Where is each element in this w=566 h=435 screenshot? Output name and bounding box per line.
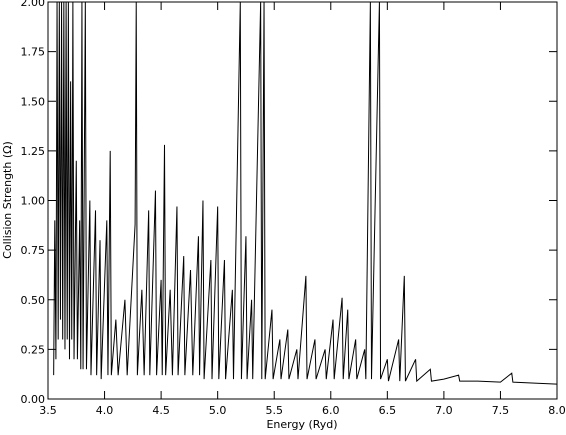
plot-frame xyxy=(47,1,558,400)
y-tick-label: 0.50 xyxy=(21,294,46,307)
y-tick-label: 2.00 xyxy=(21,0,46,9)
data-line xyxy=(53,2,557,385)
x-tick-label: 7.5 xyxy=(492,404,510,417)
x-tick-label: 4.5 xyxy=(152,404,170,417)
y-tick-label: 1.75 xyxy=(21,46,46,59)
x-tick-label: 6.5 xyxy=(379,404,397,417)
y-axis-label: Collision Strength (Ω) xyxy=(1,141,14,259)
y-tick-label: 1.25 xyxy=(21,145,46,158)
y-tick-label: 1.00 xyxy=(21,195,46,208)
x-tick-label: 7.0 xyxy=(435,404,453,417)
x-tick-label: 8.0 xyxy=(548,404,566,417)
y-tick-label: 0.25 xyxy=(21,343,46,356)
y-tick-label: 0.00 xyxy=(21,393,46,406)
x-tick-label: 6.0 xyxy=(322,404,340,417)
x-tick-label: 5.0 xyxy=(209,404,227,417)
x-tick-label: 4.0 xyxy=(96,404,114,417)
x-tick-label: 5.5 xyxy=(265,404,283,417)
x-tick-label: 3.5 xyxy=(39,404,57,417)
x-axis-label: Energy (Ryd) xyxy=(266,418,337,431)
y-tick-label: 1.50 xyxy=(21,95,46,108)
y-tick-label: 0.75 xyxy=(21,244,46,257)
